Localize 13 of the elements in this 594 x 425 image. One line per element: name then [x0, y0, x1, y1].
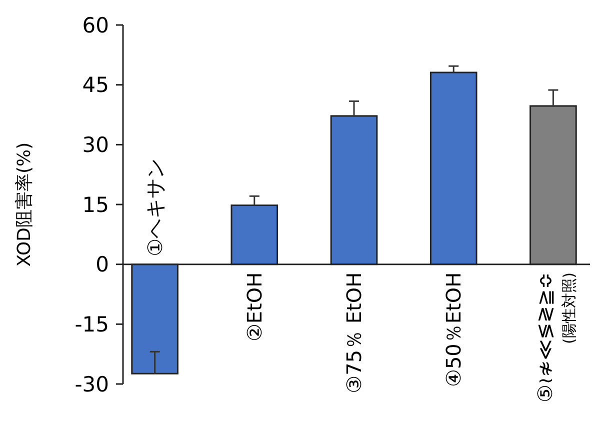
y-tick-label: 30 — [82, 133, 109, 158]
y-tick-label: 0 — [96, 252, 109, 277]
x-tick-label: ③75％ EtOH — [342, 272, 366, 394]
y-tick-label: -15 — [74, 312, 109, 337]
y-tick-label: 45 — [82, 73, 109, 98]
x-tick-label: ④50％EtOH — [442, 272, 466, 387]
y-tick-label: 60 — [82, 13, 109, 38]
x-tick-label: ②EtOH — [242, 272, 266, 342]
y-axis-title: XOD阻害率(%) — [14, 142, 35, 267]
x-tick-label: ⑤≀≉≪≶≷≧≎ (陽性対照) — [533, 272, 578, 402]
x-tick-label: ①ヘキサン — [142, 158, 167, 256]
y-tick-label: 15 — [82, 192, 109, 217]
y-tick-label: -30 — [74, 372, 109, 396]
